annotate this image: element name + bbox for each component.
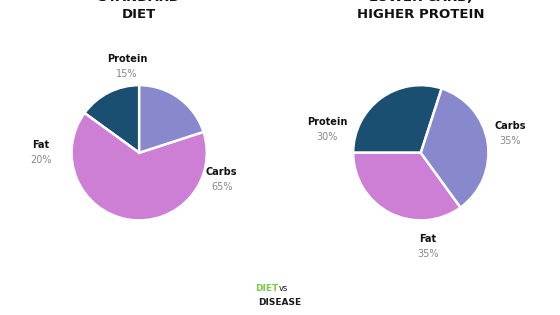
Wedge shape xyxy=(85,85,139,153)
Text: 35%: 35% xyxy=(500,135,521,146)
Text: 15%: 15% xyxy=(116,69,138,79)
Text: Protein: Protein xyxy=(307,117,348,127)
Text: Carbs: Carbs xyxy=(206,167,237,177)
Text: DISEASE: DISEASE xyxy=(258,298,302,307)
Text: Protein: Protein xyxy=(107,54,147,65)
Title: STANDARD
DIET: STANDARD DIET xyxy=(98,0,180,21)
Text: 30%: 30% xyxy=(317,132,338,142)
Text: vs: vs xyxy=(278,284,288,293)
Text: Fat: Fat xyxy=(419,234,436,244)
Wedge shape xyxy=(353,85,442,153)
Text: DIET: DIET xyxy=(255,284,278,293)
Wedge shape xyxy=(421,89,488,208)
Text: Fat: Fat xyxy=(32,140,50,150)
Text: 20%: 20% xyxy=(30,155,52,164)
Text: 65%: 65% xyxy=(211,181,232,192)
Text: 35%: 35% xyxy=(417,249,438,259)
Title: LOWER CARB,
HIGHER PROTEIN: LOWER CARB, HIGHER PROTEIN xyxy=(357,0,484,21)
Wedge shape xyxy=(72,113,207,220)
Text: Carbs: Carbs xyxy=(494,121,526,131)
Wedge shape xyxy=(139,85,203,153)
Wedge shape xyxy=(353,153,460,220)
